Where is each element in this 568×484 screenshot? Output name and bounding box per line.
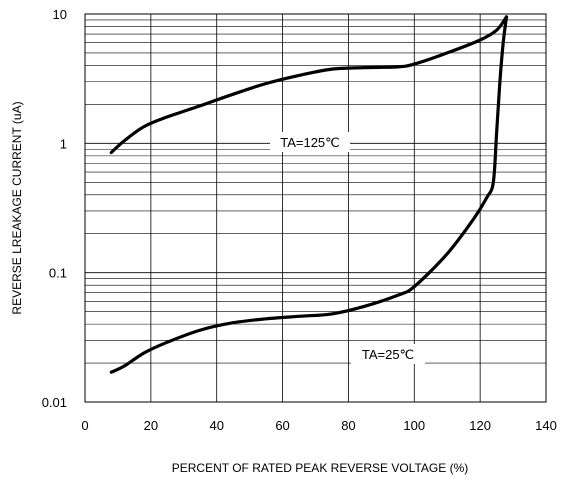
- y-tick-label: 0.1: [49, 266, 67, 281]
- x-tick-label: 20: [144, 418, 158, 433]
- series-line-1: [109, 15, 509, 374]
- x-tick-label: 60: [275, 418, 289, 433]
- annotation-layer: TA=125℃ TA=25℃: [270, 132, 425, 364]
- series-annotation: TA=25℃: [362, 347, 414, 362]
- y-tick-label: 0.01: [42, 395, 67, 410]
- x-tick-label: 140: [535, 418, 557, 433]
- y-tick-label: 1: [60, 136, 67, 151]
- x-tick-label: 120: [469, 418, 491, 433]
- series-layer: [109, 15, 509, 374]
- plot-frame: [84, 13, 547, 403]
- x-tick-label: 100: [403, 418, 425, 433]
- annotation-bg: [270, 132, 350, 152]
- x-axis-title: PERCENT OF RATED PEAK REVERSE VOLTAGE (%…: [172, 461, 469, 475]
- y-axis-title: REVERSE LREAKAGE CURRENT (uA): [10, 101, 24, 314]
- y-tick-label: 10: [53, 7, 67, 22]
- x-tick-label: 0: [81, 418, 88, 433]
- tick-labels: 0 20 40 60 80 100 120 140 10 1 0.1 0.01: [42, 7, 557, 433]
- x-tick-label: 40: [209, 418, 223, 433]
- grid: [85, 14, 546, 402]
- series-annotation: TA=125℃: [280, 135, 340, 150]
- series-line-0: [109, 15, 509, 155]
- x-tick-label: 80: [341, 418, 355, 433]
- annotation-bg: [351, 344, 425, 364]
